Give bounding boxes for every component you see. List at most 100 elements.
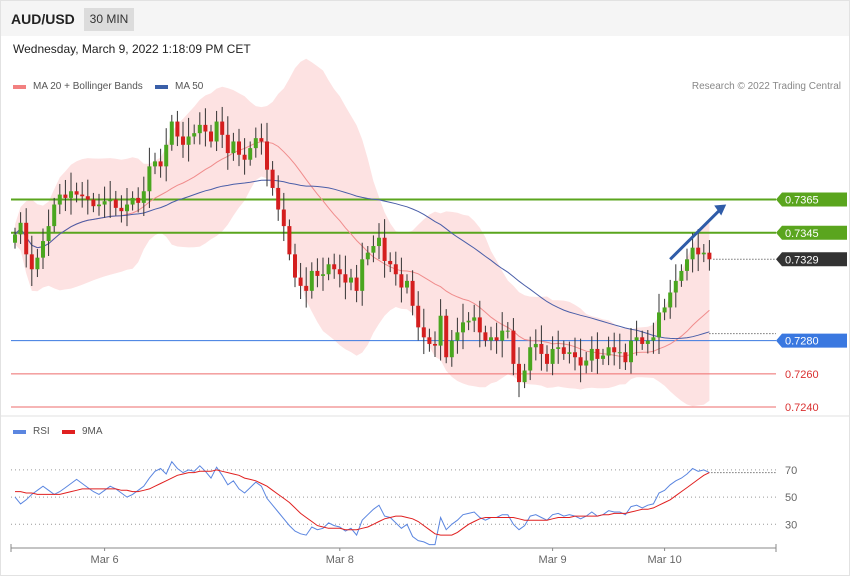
level-label: 0.7260 xyxy=(785,369,819,381)
candle-body xyxy=(449,340,454,358)
candle xyxy=(707,240,712,271)
rsi-9ma-line xyxy=(15,469,710,536)
candle-body xyxy=(679,270,684,281)
candle xyxy=(175,110,180,147)
candle xyxy=(13,227,17,249)
candle xyxy=(685,248,689,281)
candle xyxy=(455,317,460,354)
candle xyxy=(617,333,622,369)
candle xyxy=(701,244,706,263)
candle xyxy=(449,330,454,367)
candle-body xyxy=(701,252,706,255)
candle xyxy=(287,219,292,261)
candle-body xyxy=(511,330,516,364)
candle xyxy=(662,298,667,321)
candle-body xyxy=(181,136,185,145)
candle-body xyxy=(377,237,381,247)
candle xyxy=(259,123,264,155)
candle xyxy=(696,229,701,272)
candle xyxy=(505,322,510,339)
candle xyxy=(85,179,90,215)
candle xyxy=(393,251,398,286)
candle xyxy=(35,249,40,278)
candle xyxy=(248,141,253,166)
candle xyxy=(438,299,443,361)
candle-body xyxy=(472,317,477,321)
candle xyxy=(528,336,533,381)
candle-body xyxy=(265,141,269,170)
candle-body xyxy=(589,348,594,361)
candle-body xyxy=(209,131,213,142)
candle-body xyxy=(545,353,549,364)
candle-body xyxy=(466,320,471,323)
candle xyxy=(130,191,135,211)
candle-body xyxy=(662,307,667,313)
rsi-tick-label: 30 xyxy=(785,519,797,531)
candle-body xyxy=(427,337,432,344)
candle-body xyxy=(399,274,404,288)
candle-body xyxy=(136,197,141,203)
candle xyxy=(253,127,258,158)
candle xyxy=(52,197,57,233)
candle-body xyxy=(517,363,521,383)
candle xyxy=(589,336,594,372)
candle xyxy=(220,106,225,148)
candle xyxy=(640,330,645,350)
forecast-arrow-head xyxy=(714,204,727,216)
candle-body xyxy=(696,247,701,255)
candle-body xyxy=(561,347,566,354)
candle xyxy=(517,347,521,398)
candle-body xyxy=(108,199,113,202)
candle xyxy=(500,312,505,358)
candle-body xyxy=(433,343,437,346)
candle-body xyxy=(533,343,538,348)
candle-body xyxy=(29,254,34,270)
candle-body xyxy=(343,274,348,283)
candle-body xyxy=(455,332,460,341)
candle xyxy=(192,124,197,145)
candle-body xyxy=(91,199,96,207)
candle xyxy=(466,312,471,331)
candle xyxy=(556,330,561,364)
candle xyxy=(97,193,101,216)
candle xyxy=(522,363,527,389)
candle-body xyxy=(13,234,17,243)
candle xyxy=(399,257,404,303)
candle xyxy=(46,209,51,256)
candle-body xyxy=(690,247,695,260)
chart-header: AUD/USD 30 MIN xyxy=(1,1,849,36)
interval-button[interactable]: 30 MIN xyxy=(84,8,134,31)
candle xyxy=(147,147,152,208)
candle xyxy=(24,208,29,268)
candle-body xyxy=(46,226,51,242)
candle-body xyxy=(315,270,320,276)
candle-body xyxy=(416,305,421,328)
x-tick-label: Mar 9 xyxy=(539,554,567,566)
x-tick-label: Mar 10 xyxy=(647,554,681,566)
candle-body xyxy=(321,274,325,276)
candle xyxy=(80,181,85,208)
candle xyxy=(102,186,107,218)
rsi-swatch xyxy=(13,429,26,434)
candle-body xyxy=(528,347,533,371)
candle xyxy=(270,161,275,196)
candle-body xyxy=(304,285,309,291)
candle-body xyxy=(309,270,314,291)
candle xyxy=(405,274,409,294)
candle-body xyxy=(634,337,639,341)
candle-body xyxy=(601,355,605,359)
candle-body xyxy=(192,133,197,137)
candle xyxy=(601,348,605,365)
candle-body xyxy=(158,161,163,167)
candle xyxy=(141,176,146,217)
candle-body xyxy=(298,277,303,286)
level-badge xyxy=(776,252,847,267)
candle xyxy=(606,336,611,366)
candle xyxy=(214,110,219,152)
candle-body xyxy=(645,340,650,344)
candle-body xyxy=(332,264,337,270)
candle xyxy=(382,219,387,278)
level-label: 0.7329 xyxy=(785,254,819,266)
candle xyxy=(315,258,320,288)
